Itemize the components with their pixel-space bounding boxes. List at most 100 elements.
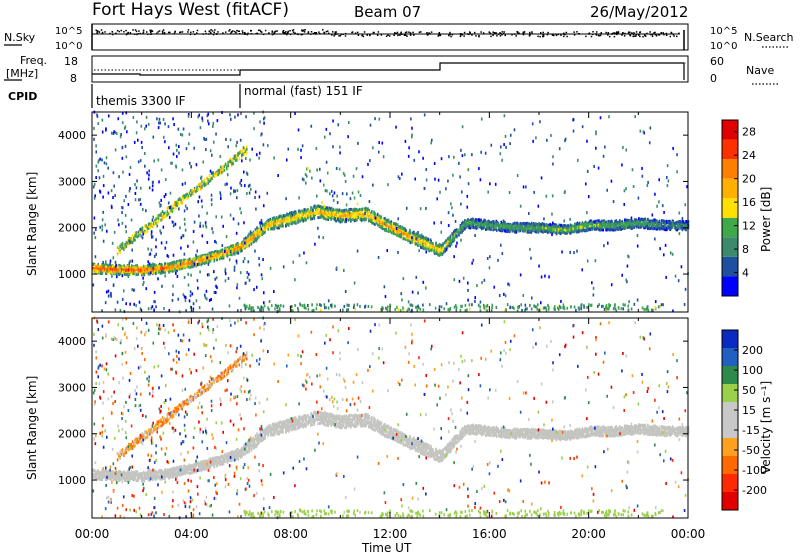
power-pixel: [115, 261, 117, 264]
noise-sample: [217, 31, 219, 33]
power-pixel: [380, 215, 382, 218]
power-pixel: [156, 225, 158, 228]
power-pixel: [354, 197, 356, 200]
power-pixel: [515, 223, 517, 226]
noise-sample: [397, 35, 399, 37]
power-pixel: [125, 230, 127, 233]
power-pixel: [371, 221, 373, 224]
power-pixel: [311, 177, 313, 180]
noise-sample: [150, 30, 152, 32]
noise-sample: [399, 34, 401, 36]
power-pixel: [173, 153, 175, 156]
power-pixel: [546, 139, 548, 142]
noise-sample: [271, 31, 273, 33]
power-pixel: [155, 245, 157, 248]
power-pixel: [131, 218, 133, 221]
power-pixel: [327, 209, 329, 212]
power-pixel: [163, 307, 165, 310]
power-pixel: [169, 206, 171, 209]
power-pixel: [117, 252, 119, 255]
noise-sample: [566, 32, 568, 34]
power-pixel: [587, 170, 589, 173]
noise-sample: [182, 31, 184, 33]
power-pixel: [142, 283, 144, 286]
power-pixel: [249, 241, 251, 244]
power-pixel: [378, 151, 380, 154]
power-pixel: [199, 270, 201, 273]
power-pixel: [177, 298, 179, 301]
noise-sample: [327, 30, 329, 32]
power-pixel: [430, 141, 432, 144]
noise-sample: [622, 32, 624, 34]
noise-sample: [601, 32, 603, 34]
power-pixel: [181, 201, 183, 204]
power-pixel: [250, 188, 252, 191]
power-pixel: [213, 259, 215, 262]
power-pixel: [684, 303, 686, 306]
noise-sample: [652, 36, 654, 38]
power-pixel: [377, 223, 379, 226]
power-pixel: [164, 140, 166, 143]
power-pixel: [128, 269, 130, 272]
power-pixel: [424, 187, 426, 190]
power-pixel: [117, 301, 119, 304]
power-pixel: [326, 206, 328, 209]
power-pixel: [317, 205, 319, 208]
power-pixel: [232, 245, 234, 248]
noise-sample: [503, 31, 505, 33]
power-pixel: [148, 123, 150, 126]
power-pixel: [196, 163, 198, 166]
power-pixel: [204, 178, 206, 181]
power-pixel: [113, 256, 115, 259]
power-pixel: [435, 246, 437, 249]
power-pixel: [415, 276, 417, 279]
power-pixel: [222, 244, 224, 247]
power-pixel: [233, 189, 235, 192]
nave-tick-top: 60: [710, 55, 724, 68]
power-pixel: [250, 238, 252, 241]
power-pixel: [283, 214, 285, 217]
power-pixel: [460, 230, 462, 233]
power-pixel: [168, 125, 170, 128]
power-pixel: [625, 148, 627, 151]
power-pixel: [594, 221, 596, 224]
noise-sample: [410, 32, 412, 34]
power-pixel: [364, 212, 366, 215]
power-pixel: [496, 229, 498, 232]
power-pixel: [460, 203, 462, 206]
power-pixel: [452, 214, 454, 217]
freq-unit-label: [MHz]: [6, 67, 38, 80]
noise-sample: [515, 35, 517, 37]
power-pixel: [116, 272, 118, 275]
noise-sample: [387, 35, 389, 37]
noise-sample: [164, 32, 166, 33]
power-pixel: [201, 262, 203, 265]
power-pixel: [403, 237, 405, 240]
power-pixel: [403, 277, 405, 280]
power-pixel: [121, 267, 123, 270]
power-pixel: [395, 227, 397, 230]
power-pixel: [464, 227, 466, 230]
power-pixel: [652, 227, 654, 230]
power-pixel: [411, 127, 413, 130]
power-pixel: [601, 220, 603, 223]
noise-sample: [636, 31, 638, 33]
power-pixel: [142, 277, 144, 280]
power-pixel: [118, 175, 120, 178]
power-pixel: [122, 171, 124, 174]
power-pixel: [638, 197, 640, 200]
power-pixel: [545, 224, 547, 227]
power-pixel: [126, 155, 128, 158]
power-pixel: [239, 207, 241, 210]
power-pixel: [155, 253, 157, 256]
noise-sample: [393, 35, 395, 37]
noise-sample: [662, 32, 664, 34]
power-pixel: [102, 218, 104, 221]
power-pixel: [236, 159, 238, 162]
power-pixel: [459, 280, 461, 283]
power-pixel: [153, 308, 155, 311]
power-pixel: [345, 290, 347, 293]
power-pixel: [226, 235, 228, 238]
power-pixel: [302, 144, 304, 147]
power-pixel: [206, 212, 208, 215]
